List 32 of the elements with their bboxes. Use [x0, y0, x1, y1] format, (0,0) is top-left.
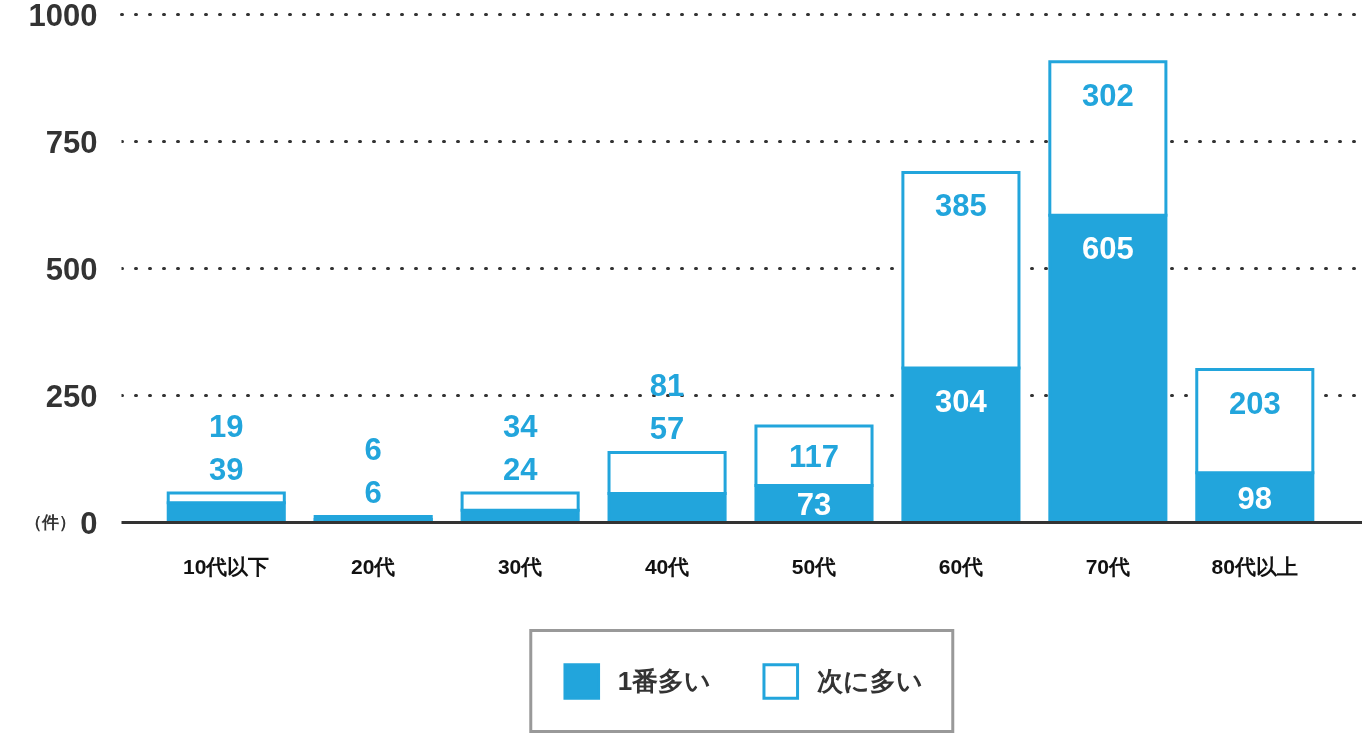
y-tick-label: 0 — [80, 505, 98, 541]
data-label: 304 — [935, 384, 988, 420]
legend-label: 次に多い — [817, 664, 924, 698]
x-tick-label: 70代 — [1085, 554, 1131, 578]
x-tick-label: 50代 — [791, 554, 837, 578]
data-label: 203 — [1228, 385, 1281, 421]
y-tick-label: 1000 — [28, 0, 98, 33]
x-tick-label: 40代 — [644, 554, 690, 578]
y-axis-title: （件） — [24, 513, 76, 532]
data-label: 6 — [364, 432, 382, 468]
x-tick-label: 60代 — [938, 554, 984, 578]
x-tick-label: 80代以上 — [1211, 554, 1298, 578]
data-label: 24 — [502, 452, 539, 488]
data-label: 39 — [209, 452, 244, 488]
data-label: 605 — [1082, 231, 1134, 267]
data-label: 57 — [649, 411, 685, 447]
y-tick-label: 750 — [45, 124, 98, 160]
data-label: 73 — [796, 486, 832, 522]
data-label: 98 — [1237, 480, 1273, 516]
y-tick-label: 500 — [45, 251, 98, 287]
data-label: 302 — [1082, 77, 1134, 113]
data-label: 117 — [788, 438, 840, 474]
x-tick-label: 30代 — [497, 554, 543, 578]
legend-label: 1番多い — [617, 664, 712, 698]
data-label: 34 — [502, 409, 539, 445]
x-tick-label: 20代 — [351, 554, 396, 578]
y-tick-label: 250 — [45, 378, 98, 414]
data-label: 385 — [935, 188, 987, 224]
data-label: 81 — [649, 368, 685, 404]
data-label: 19 — [209, 409, 244, 445]
data-label: 6 — [364, 475, 382, 511]
x-tick-label: 10代以下 — [183, 554, 270, 578]
